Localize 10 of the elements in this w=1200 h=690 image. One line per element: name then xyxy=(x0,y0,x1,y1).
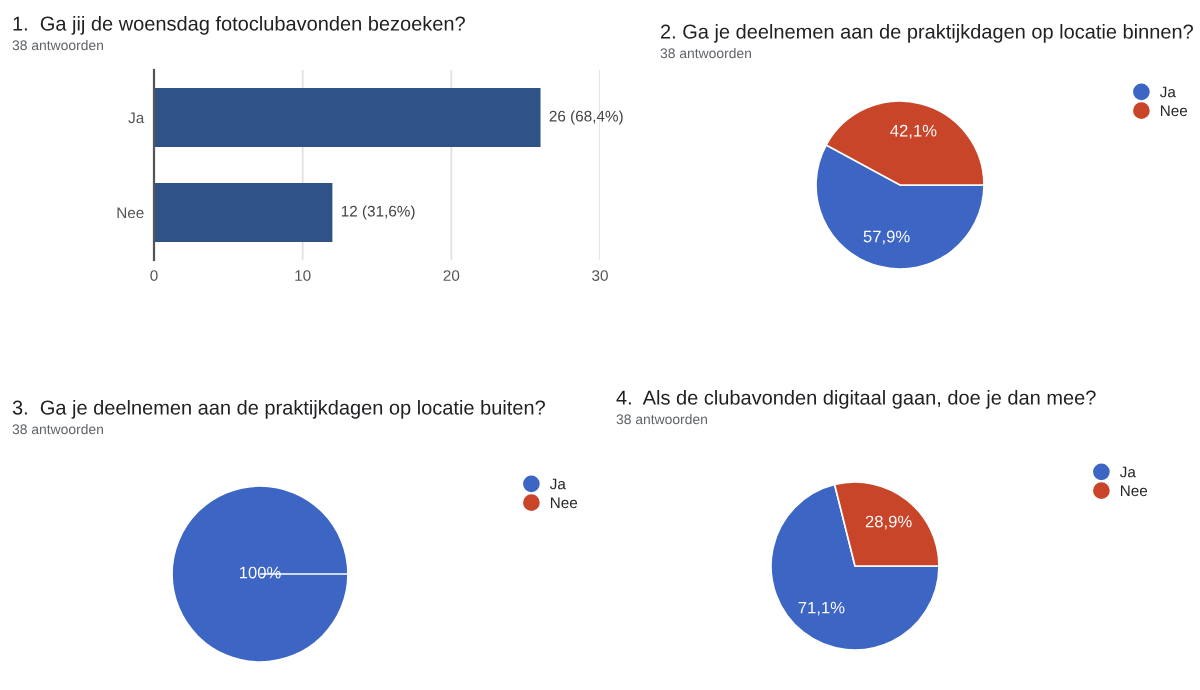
chart-title: 2. Ga je deelnemen aan de praktijkdagen op locatie binnen? xyxy=(661,24,1193,43)
chart-title: 4. Als de clubavonden digitaal gaan, doe je dan mee? xyxy=(616,390,1096,409)
chart-title: 1. Ga jij de woensdag fotoclubavonden bezoeken? xyxy=(13,16,465,35)
data-label: 100% xyxy=(239,566,281,579)
data-label: 42,1% xyxy=(890,124,937,139)
data-label: 57,9% xyxy=(863,230,910,245)
data-label: 28,9% xyxy=(865,515,912,530)
chart-title: 3. Ga je deelnemen aan de praktijkdagen op locatie buiten? xyxy=(12,400,545,419)
pie-slice xyxy=(770,483,940,651)
data-label: 71,1% xyxy=(798,601,845,616)
